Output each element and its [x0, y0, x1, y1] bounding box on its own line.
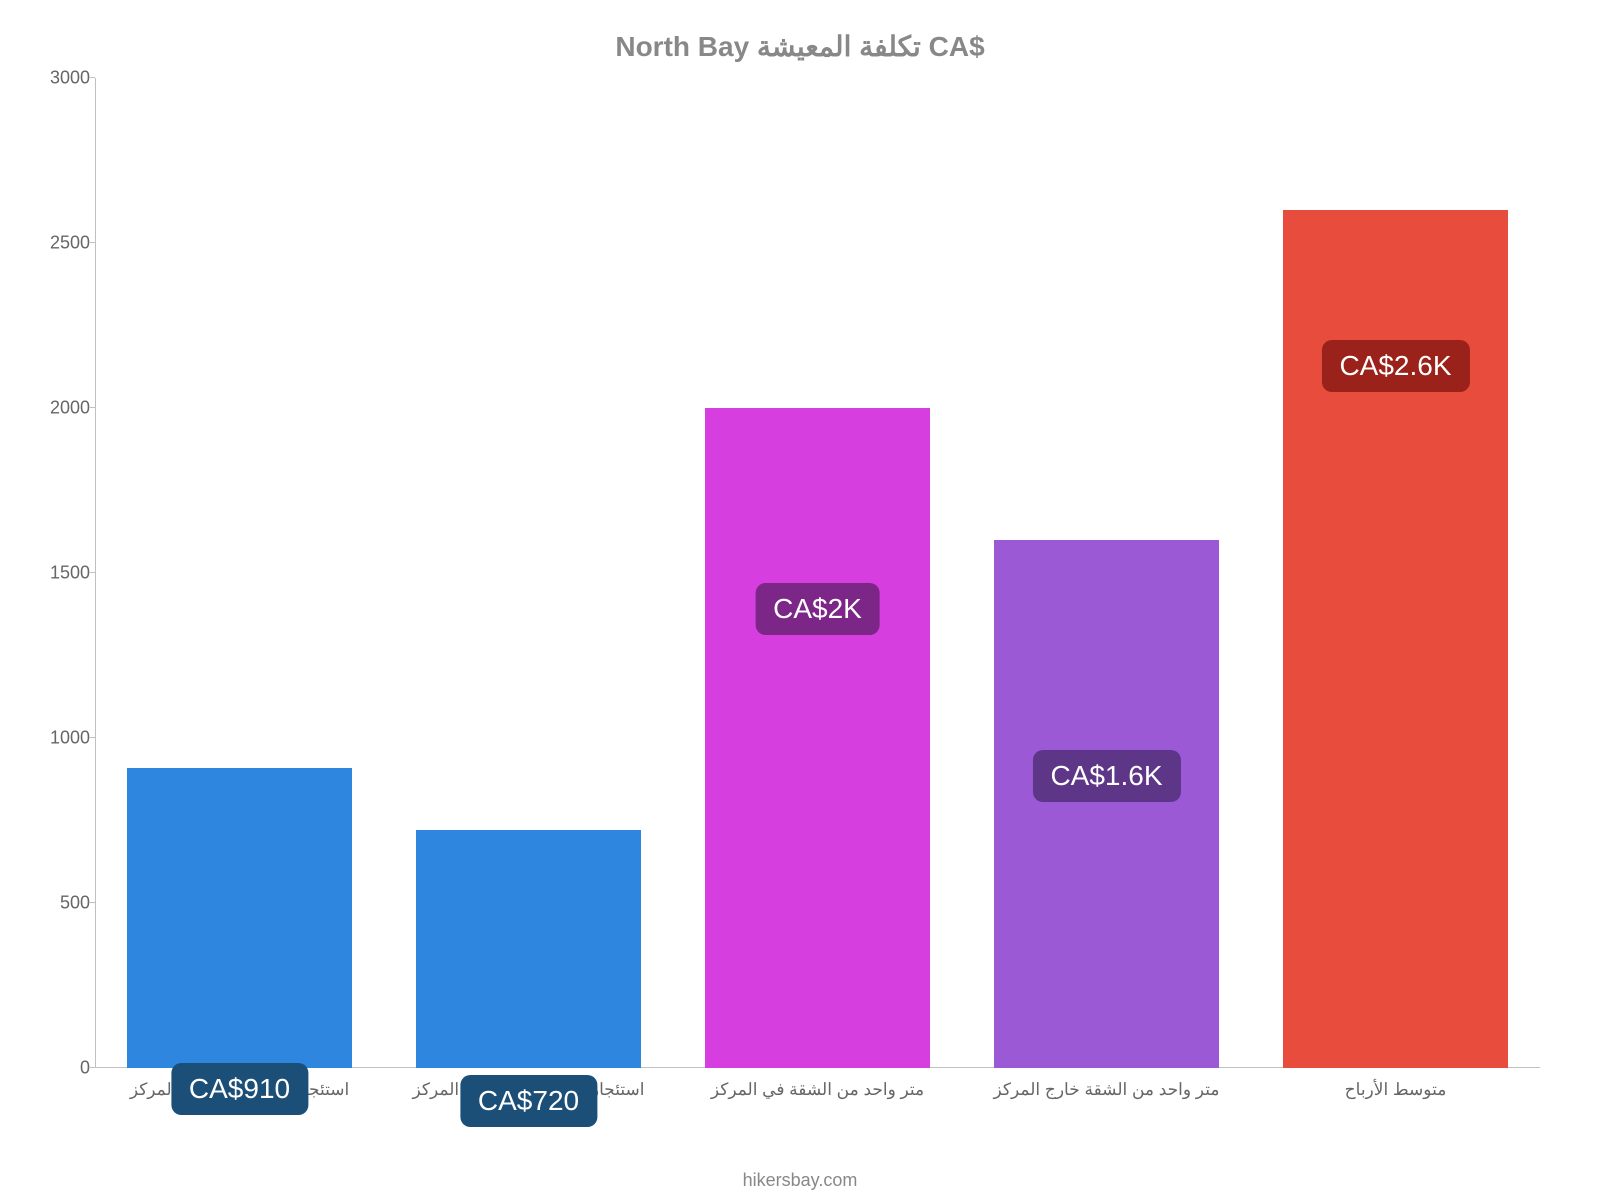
- y-tick-label: 3000: [40, 68, 90, 89]
- x-tick-label: متر واحد من الشقة خارج المركز: [962, 1080, 1251, 1100]
- bar-slot: CA$1.6K: [962, 78, 1251, 1068]
- bar: CA$1.6K: [994, 540, 1219, 1068]
- chart-container: North Bay تكلفة المعيشة CA$ 0 500 1000 1500…: [0, 0, 1600, 1200]
- bar-slot: CA$910: [95, 78, 384, 1068]
- value-label: CA$2.6K: [1321, 340, 1469, 392]
- y-tick-label: 1000: [40, 728, 90, 749]
- y-tick-label: 1500: [40, 563, 90, 584]
- y-tick-label: 2000: [40, 398, 90, 419]
- x-labels-group: استئجار شقة صغيرة في المركزاستئجار شقة ص…: [95, 1080, 1540, 1100]
- bar: CA$910: [127, 768, 352, 1068]
- y-tick-label: 500: [40, 893, 90, 914]
- bar-slot: CA$720: [384, 78, 673, 1068]
- bar-slot: CA$2.6K: [1251, 78, 1540, 1068]
- value-label: CA$720: [460, 1075, 597, 1127]
- value-label: CA$910: [171, 1063, 308, 1115]
- y-tick-label: 0: [40, 1058, 90, 1079]
- attribution-text: hikersbay.com: [40, 1170, 1560, 1191]
- plot-area: 050010001500200025003000 CA$910CA$720CA$…: [95, 78, 1540, 1068]
- value-label: CA$1.6K: [1032, 750, 1180, 802]
- bar: CA$720: [416, 830, 641, 1068]
- bar: CA$2.6K: [1283, 210, 1508, 1068]
- y-tick-label: 2500: [40, 233, 90, 254]
- chart-title: North Bay تكلفة المعيشة CA$: [40, 30, 1560, 63]
- x-tick-label: متوسط الأرباح: [1251, 1080, 1540, 1100]
- x-tick-label: متر واحد من الشقة في المركز: [673, 1080, 962, 1100]
- value-label: CA$2K: [755, 583, 880, 635]
- bar: CA$2K: [705, 408, 930, 1068]
- bar-slot: CA$2K: [673, 78, 962, 1068]
- bars-group: CA$910 CA$720 CA$2K CA$1.6K CA$2.6K: [95, 78, 1540, 1068]
